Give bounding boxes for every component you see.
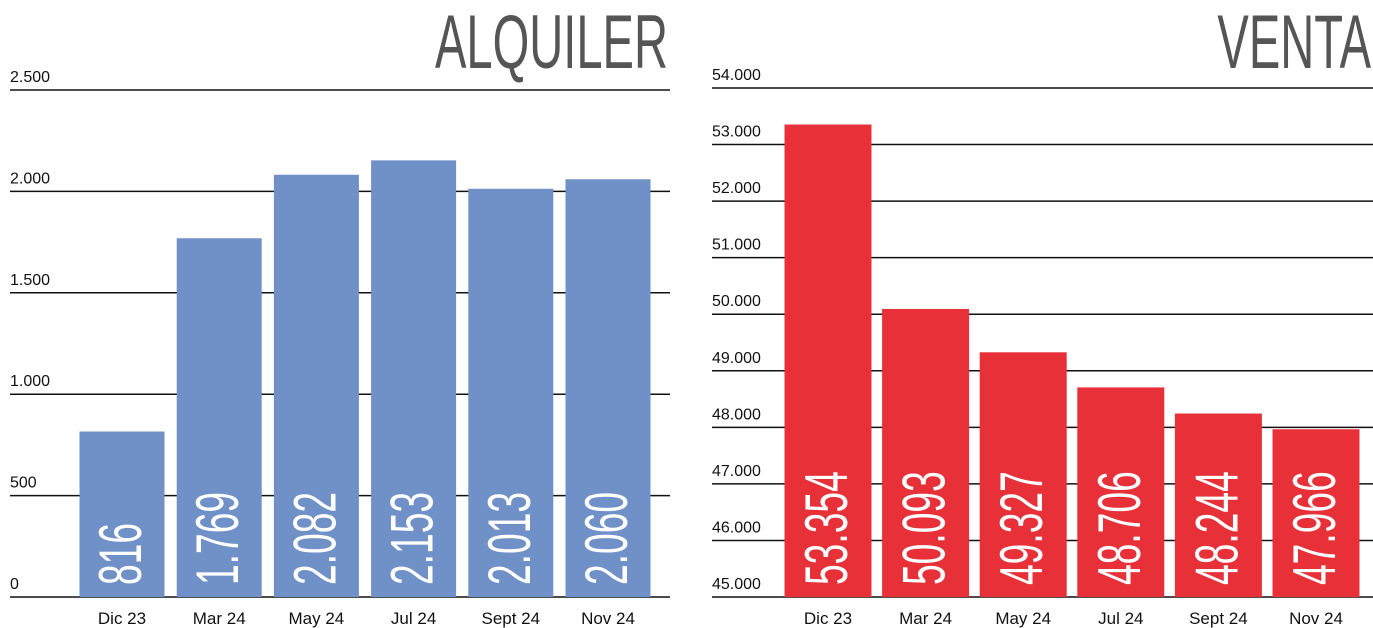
x-tick-label: Jul 24 xyxy=(1098,609,1143,628)
y-tick-label: 500 xyxy=(10,475,37,492)
y-tick-label: 1.000 xyxy=(10,373,50,390)
data-label: 816 xyxy=(87,523,154,585)
y-tick-label: 48.000 xyxy=(712,406,761,423)
x-tick-label: Mar 24 xyxy=(899,609,952,628)
bar xyxy=(784,124,872,598)
data-label: 2.013 xyxy=(476,492,543,585)
chart-title: ALQUILER xyxy=(435,1,668,85)
data-label: 48.244 xyxy=(1183,471,1250,585)
x-tick-label: May 24 xyxy=(995,609,1051,628)
bar xyxy=(565,179,651,597)
y-tick-label: 51.000 xyxy=(712,237,761,254)
bar xyxy=(468,188,554,597)
bar xyxy=(1077,387,1165,597)
x-tick-label: May 24 xyxy=(289,609,345,628)
y-tick-label: 2.000 xyxy=(10,170,50,187)
bar xyxy=(79,431,165,597)
y-tick-label: 46.000 xyxy=(712,519,761,536)
data-label: 47.966 xyxy=(1281,471,1348,585)
y-tick-label: 1.500 xyxy=(10,272,50,289)
bar xyxy=(176,238,262,597)
x-tick-label: Sept 24 xyxy=(1189,609,1248,628)
x-tick-label: Dic 23 xyxy=(98,609,146,628)
data-label: 2.082 xyxy=(281,492,348,585)
data-label: 49.327 xyxy=(988,471,1055,585)
y-tick-label: 0 xyxy=(10,576,19,593)
y-tick-label: 50.000 xyxy=(712,293,761,310)
bar xyxy=(882,308,970,597)
x-tick-label: Jul 24 xyxy=(391,609,436,628)
data-label: 2.060 xyxy=(573,492,640,585)
y-tick-label: 53.000 xyxy=(712,124,761,141)
x-tick-label: Nov 24 xyxy=(1289,609,1343,628)
y-tick-label: 54.000 xyxy=(712,67,761,84)
bar xyxy=(979,352,1067,597)
x-tick-label: Dic 23 xyxy=(804,609,852,628)
y-tick-label: 2.500 xyxy=(10,69,50,86)
data-label: 48.706 xyxy=(1086,471,1153,585)
chart-title: VENTA xyxy=(1217,1,1371,85)
y-tick-label: 45.000 xyxy=(712,576,761,593)
y-tick-label: 52.000 xyxy=(712,180,761,197)
x-tick-label: Mar 24 xyxy=(193,609,246,628)
data-label: 53.354 xyxy=(793,471,860,585)
data-label: 1.769 xyxy=(184,492,251,585)
bar xyxy=(1174,413,1262,597)
x-tick-label: Nov 24 xyxy=(581,609,635,628)
bar xyxy=(1272,429,1360,597)
data-label: 2.153 xyxy=(379,492,446,585)
y-tick-label: 49.000 xyxy=(712,350,761,367)
y-tick-label: 47.000 xyxy=(712,463,761,480)
bar xyxy=(371,160,457,598)
data-label: 50.093 xyxy=(891,471,958,585)
bar xyxy=(273,174,359,598)
x-tick-label: Sept 24 xyxy=(481,609,540,628)
